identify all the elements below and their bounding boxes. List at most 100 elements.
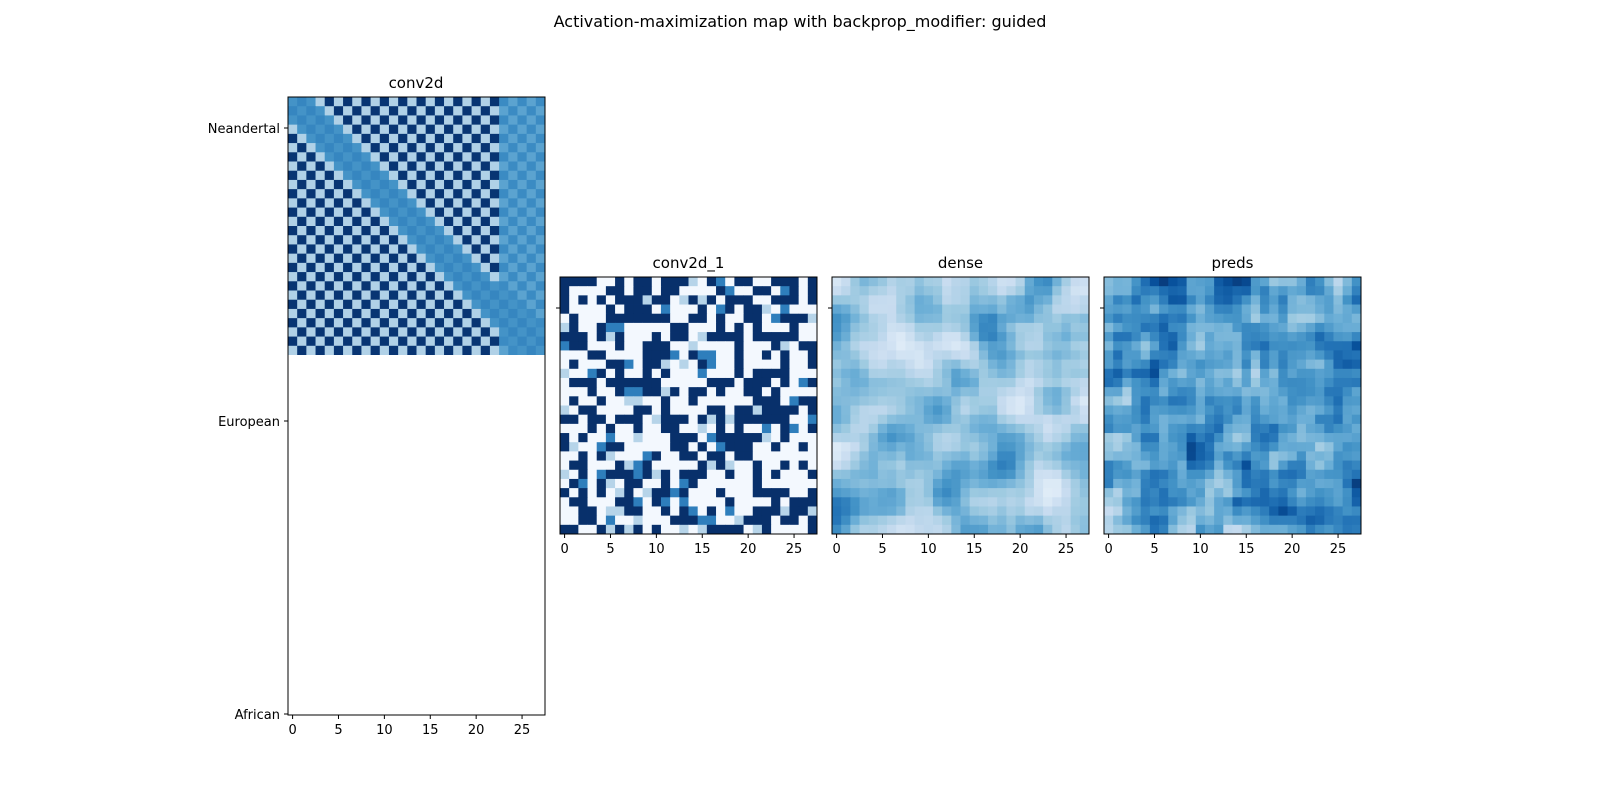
heatmap-cell <box>388 226 399 236</box>
heatmap-cell <box>1287 497 1298 507</box>
heatmap-cell <box>716 506 726 517</box>
heatmap-cell <box>988 442 998 452</box>
heatmap-cell <box>1024 423 1035 434</box>
heatmap-cell <box>1140 322 1151 333</box>
heatmap-cell <box>1305 497 1316 507</box>
heatmap-cell <box>1079 341 1090 351</box>
heatmap-cell <box>905 396 916 406</box>
heatmap-cell <box>352 345 362 356</box>
heatmap-cell <box>462 198 472 208</box>
heatmap-cell <box>969 433 980 443</box>
heatmap-cell <box>1333 405 1344 416</box>
heatmap-cell <box>1140 396 1151 406</box>
heatmap-cell <box>752 396 763 406</box>
heatmap-cell <box>560 414 570 425</box>
heatmap-cell <box>343 272 353 282</box>
heatmap-cell <box>361 133 372 144</box>
heatmap-cell <box>605 405 616 416</box>
heatmap-cell <box>1149 341 1160 351</box>
heatmap-cell <box>780 396 790 406</box>
heatmap-cell <box>315 106 326 116</box>
heatmap-cell <box>615 350 625 361</box>
heatmap-cell <box>752 524 763 535</box>
heatmap-cell <box>1305 405 1316 416</box>
heatmap-cell <box>868 488 879 498</box>
heatmap-cell <box>969 304 980 315</box>
heatmap-cell <box>1113 286 1123 296</box>
heatmap-cell <box>660 396 671 406</box>
heatmap-cell <box>1113 414 1123 425</box>
heatmap-cell <box>624 350 634 361</box>
heatmap-cell <box>480 336 491 347</box>
heatmap-cell <box>370 281 381 291</box>
heatmap-cell <box>508 336 518 347</box>
heatmap-cell <box>633 423 644 434</box>
heatmap-cell <box>1260 488 1270 498</box>
heatmap-cell <box>743 341 754 351</box>
heatmap-cell <box>1223 433 1233 443</box>
heatmap-cell <box>560 341 570 351</box>
heatmap-cell <box>324 226 335 236</box>
heatmap-cell <box>1278 350 1288 361</box>
heatmap-cell <box>1104 304 1114 315</box>
heatmap-cell <box>743 277 754 287</box>
heatmap-cell <box>560 506 570 517</box>
heatmap-cell <box>978 322 989 333</box>
axes-frame <box>287 96 546 716</box>
heatmap-cell <box>1177 506 1188 517</box>
heatmap-cell <box>1223 332 1233 342</box>
heatmap-cell <box>1296 313 1307 324</box>
heatmap-cell <box>1079 332 1090 342</box>
heatmap-cell <box>1033 423 1044 434</box>
heatmap-cell <box>923 414 934 425</box>
heatmap-cell <box>877 396 888 406</box>
heatmap-cell <box>352 308 362 319</box>
heatmap-cell <box>1214 377 1224 388</box>
heatmap-cell <box>1122 423 1132 434</box>
heatmap-cell <box>1269 405 1279 416</box>
heatmap-cell <box>743 433 754 443</box>
heatmap-cell <box>535 272 546 282</box>
heatmap-cell <box>832 341 842 351</box>
heatmap-cell <box>370 336 381 347</box>
heatmap-cell <box>578 442 588 452</box>
heatmap-cell <box>1140 423 1151 434</box>
heatmap-cell <box>535 327 546 337</box>
heatmap-cell <box>642 524 653 535</box>
heatmap-cell <box>587 359 598 370</box>
heatmap-cell <box>1305 332 1316 342</box>
heatmap-cell <box>596 277 607 287</box>
heatmap-cell <box>615 451 625 461</box>
heatmap-cell <box>1305 313 1316 324</box>
heatmap-cell <box>651 377 662 388</box>
heatmap-cell <box>1342 313 1353 324</box>
heatmap-cell <box>1006 515 1016 526</box>
heatmap-cell <box>887 451 897 461</box>
heatmap-cell <box>605 295 616 305</box>
heatmap-cell <box>725 377 735 388</box>
heatmap-cell <box>688 322 699 333</box>
heatmap-cell <box>841 405 851 416</box>
heatmap-cell <box>688 350 699 361</box>
heatmap-cell <box>868 396 879 406</box>
heatmap-cell <box>1351 442 1362 452</box>
heatmap-cell <box>453 106 463 116</box>
heatmap-cell <box>379 124 390 135</box>
heatmap-cell <box>771 451 781 461</box>
heatmap-cell <box>951 488 961 498</box>
heatmap-cell <box>1250 423 1261 434</box>
heatmap-cell <box>923 304 934 315</box>
heatmap-cell <box>752 368 763 379</box>
heatmap-cell <box>526 189 537 199</box>
heatmap-cell <box>1113 423 1123 434</box>
heatmap-cell <box>832 368 842 379</box>
heatmap-cell <box>752 322 763 333</box>
heatmap-cell <box>462 133 472 144</box>
heatmap-cell <box>832 460 842 471</box>
heatmap-cell <box>444 152 454 162</box>
heatmap-cell <box>896 368 906 379</box>
heatmap-cell <box>569 433 579 443</box>
heatmap-cell <box>1186 515 1197 526</box>
heatmap-cell <box>517 143 528 153</box>
heatmap-cell <box>1278 469 1288 480</box>
